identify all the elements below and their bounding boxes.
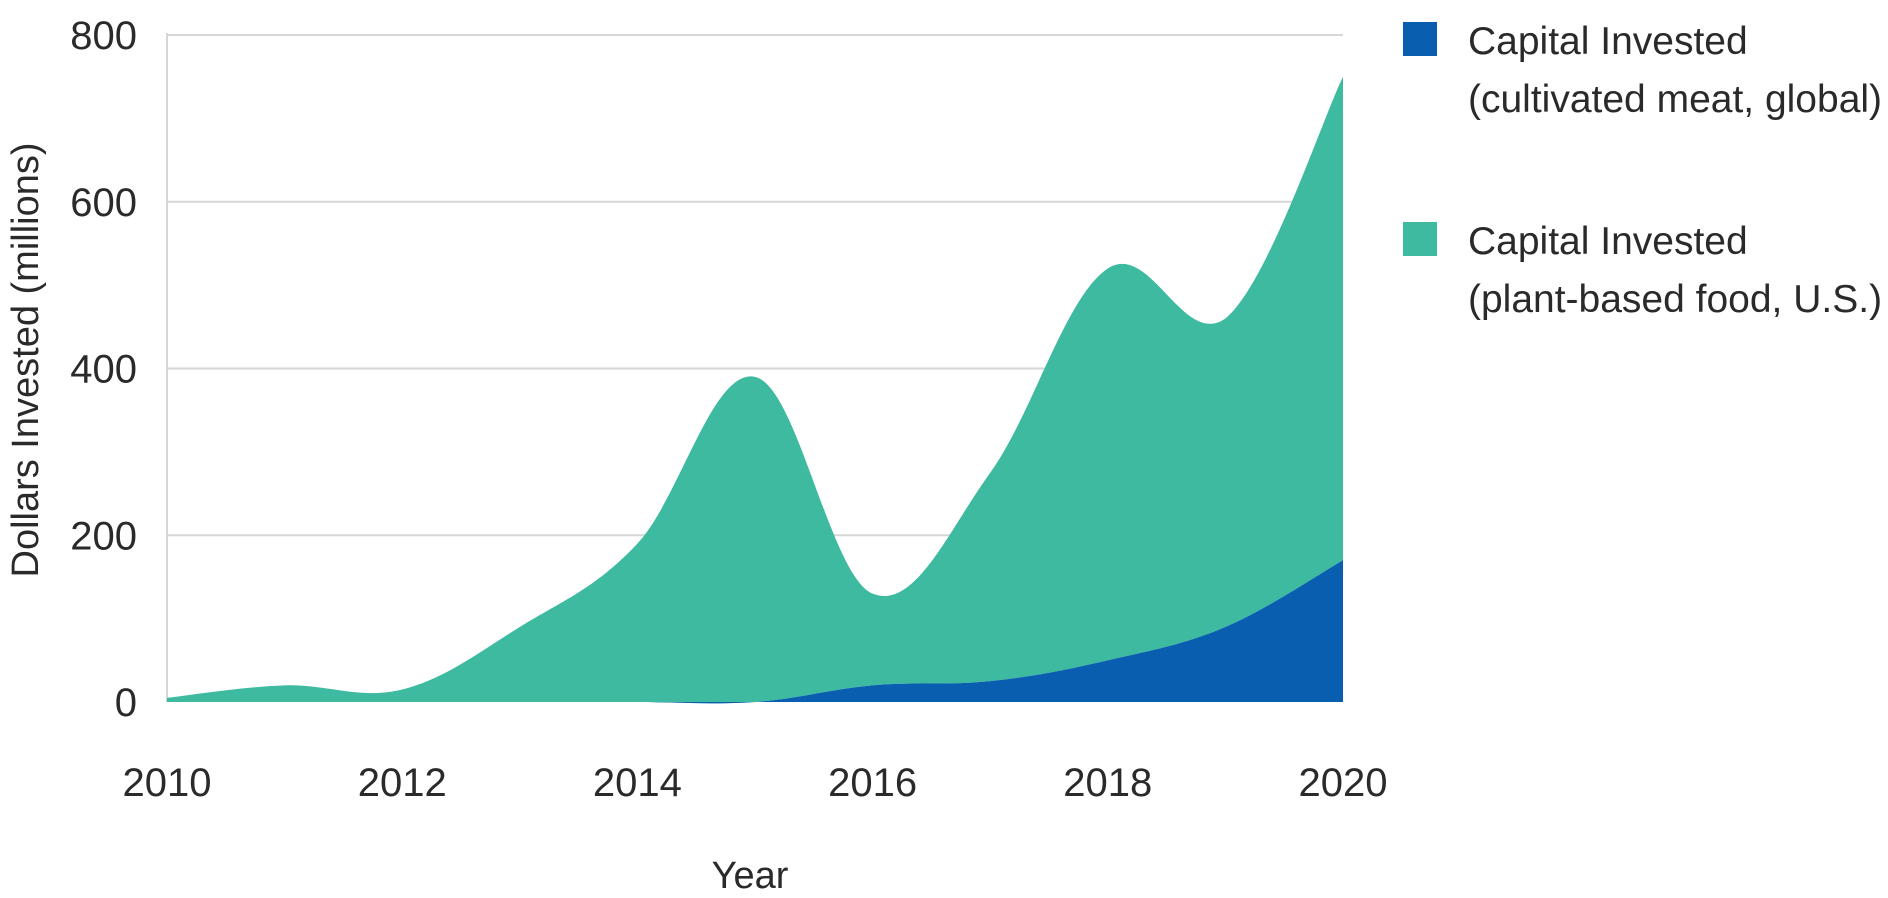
legend-item-2: Capital Invested (plant-based food, U.S.) [1403, 220, 1882, 321]
y-tick-label-200: 200 [70, 514, 137, 558]
x-tick-label-2020: 2020 [1299, 761, 1388, 805]
y-tick-label-400: 400 [70, 348, 137, 392]
legend-label-2-line-2: (plant-based food, U.S.) [1468, 278, 1882, 321]
legend: Capital Invested (cultivated meat, global… [1403, 20, 1882, 321]
y-tick-label-600: 600 [70, 181, 137, 225]
y-tick-label-0: 0 [115, 681, 137, 725]
y-tick-label-800: 800 [70, 14, 137, 58]
y-axis-title: Dollars Invested (millions) [5, 142, 47, 577]
area-series-2 [167, 76, 1343, 704]
x-tick-label-2016: 2016 [828, 761, 917, 805]
x-tick-label-2012: 2012 [358, 761, 447, 805]
legend-label-1-line-2: (cultivated meat, global) [1468, 78, 1882, 121]
legend-label-1-line-1: Capital Invested [1468, 20, 1748, 63]
x-axis-ticks: 2010 2012 2014 2016 2018 2020 [123, 761, 1388, 805]
legend-swatch-2 [1403, 222, 1437, 256]
x-tick-label-2018: 2018 [1063, 761, 1152, 805]
legend-item-1: Capital Invested (cultivated meat, global… [1403, 20, 1882, 121]
x-tick-label-2014: 2014 [593, 761, 682, 805]
area-series-layer [167, 76, 1343, 704]
x-tick-label-2010: 2010 [123, 761, 212, 805]
legend-swatch-1 [1403, 22, 1437, 56]
y-axis-ticks: 0 200 400 600 800 [70, 14, 137, 725]
area-series-1 [167, 560, 1343, 704]
legend-label-2-line-1: Capital Invested [1468, 220, 1748, 263]
x-axis-title: Year [712, 855, 789, 897]
